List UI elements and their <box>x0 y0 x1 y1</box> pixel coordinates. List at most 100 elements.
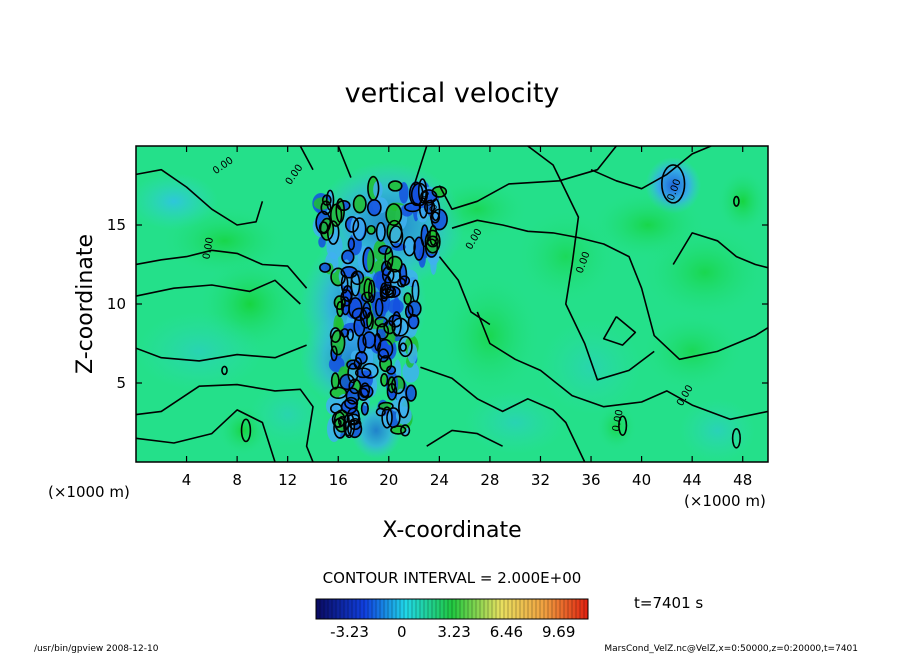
contour-line <box>527 146 655 381</box>
core-contour <box>352 217 367 241</box>
core-contour <box>321 194 332 206</box>
core-contour <box>352 194 367 214</box>
x-tick-label: 40 <box>632 471 651 489</box>
core-cell <box>386 365 396 375</box>
core-contour <box>389 225 404 248</box>
core-contour <box>399 263 408 288</box>
core-contour <box>398 335 413 358</box>
time-label: t=7401 s <box>634 594 703 612</box>
contour-label: 0.00 <box>611 409 626 433</box>
core-cell <box>367 199 382 217</box>
core-contour <box>345 387 360 405</box>
x-tick-label: 48 <box>733 471 752 489</box>
x-tick-label: 32 <box>531 471 550 489</box>
contour-line <box>672 232 768 269</box>
core-contour <box>411 279 420 303</box>
core-contour <box>413 236 425 261</box>
core-contour <box>424 229 441 254</box>
contour-label: 0.00 <box>201 236 216 260</box>
core-cell <box>353 315 366 337</box>
core-cell <box>376 221 386 242</box>
field-blob <box>136 311 263 391</box>
colorbar-ticks: -3.23 0 3.23 6.46 9.69 <box>330 623 575 641</box>
y-tick-label: 5 <box>116 374 126 392</box>
core-contour <box>318 221 329 234</box>
core-contour <box>407 314 420 330</box>
core-contour <box>336 301 344 318</box>
contour-line <box>420 366 586 462</box>
core-cell <box>366 225 376 235</box>
chart-title: vertical velocity <box>345 78 560 109</box>
core-cell <box>405 384 417 402</box>
contour-ellipse <box>618 415 628 436</box>
core-contour <box>417 178 428 204</box>
core-cell <box>399 342 407 352</box>
x-axis-label: X-coordinate <box>382 518 521 543</box>
colorbar-frame <box>315 598 589 620</box>
core-contour <box>375 407 386 417</box>
core-contour <box>386 365 397 375</box>
core-contour <box>376 323 390 340</box>
core-contour <box>398 396 410 419</box>
colorbar-tick-label: -3.23 <box>330 623 369 641</box>
core-contour <box>386 382 398 401</box>
core-contour <box>391 375 406 395</box>
core-contour <box>362 246 375 273</box>
field-blob <box>249 383 326 447</box>
y-tick-label: 10 <box>107 295 126 313</box>
contour-line <box>590 146 712 190</box>
core-contour <box>346 359 361 370</box>
core-contour <box>340 274 349 294</box>
core-contour <box>402 236 416 257</box>
core-contour <box>404 304 414 319</box>
core-contour <box>347 237 356 251</box>
core-contour <box>368 279 376 304</box>
core-cell <box>387 180 403 192</box>
contour-line <box>426 429 503 447</box>
x-tick-label: 20 <box>379 471 398 489</box>
footer-right: MarsCond_VelZ.nc@VelZ,x=0:50000,z=0:2000… <box>604 644 858 654</box>
contour-line <box>136 279 301 305</box>
core-contour <box>333 417 347 439</box>
colorbar-stripes <box>319 599 585 619</box>
core-contour <box>361 362 379 379</box>
core-contour <box>315 210 332 235</box>
contour-interval-label: CONTOUR INTERVAL = 2.000E+00 <box>323 569 582 587</box>
field-blob <box>540 319 642 415</box>
core-contour <box>340 266 358 279</box>
core-contour <box>340 399 358 415</box>
field-blob <box>679 398 756 462</box>
core-contour <box>424 199 436 215</box>
field-blob <box>641 311 743 391</box>
y-tick-label: 15 <box>107 216 126 234</box>
core-contour <box>420 189 438 204</box>
core-contour <box>361 291 374 303</box>
core-contour <box>346 413 361 426</box>
contour-line <box>413 146 428 186</box>
core-cell <box>402 361 420 383</box>
core-cell <box>398 395 410 419</box>
x-axis: 4 8 12 16 20 24 28 32 36 40 44 48 <box>182 146 752 489</box>
core-contour <box>319 262 332 273</box>
core-contour <box>377 338 394 359</box>
colorbar-tick-label: 3.23 <box>437 623 470 641</box>
x-tick-label: 4 <box>182 471 192 489</box>
core-contour <box>330 345 338 362</box>
core-contour <box>329 203 343 227</box>
core-contour <box>347 362 359 384</box>
contour-line <box>438 256 491 326</box>
core-cell <box>331 372 340 390</box>
core-cell <box>411 279 420 303</box>
core-contour <box>420 224 429 248</box>
core-cell <box>418 249 426 268</box>
core-cell <box>403 235 416 257</box>
core-contour <box>330 372 340 390</box>
core-contour <box>405 384 417 402</box>
core-contour <box>385 203 403 226</box>
core-contour <box>344 396 359 410</box>
core-contour <box>326 220 340 245</box>
core-contour <box>353 315 366 337</box>
core-contour <box>408 181 424 207</box>
field-blob <box>596 403 637 451</box>
x-tick-label: 44 <box>683 471 702 489</box>
